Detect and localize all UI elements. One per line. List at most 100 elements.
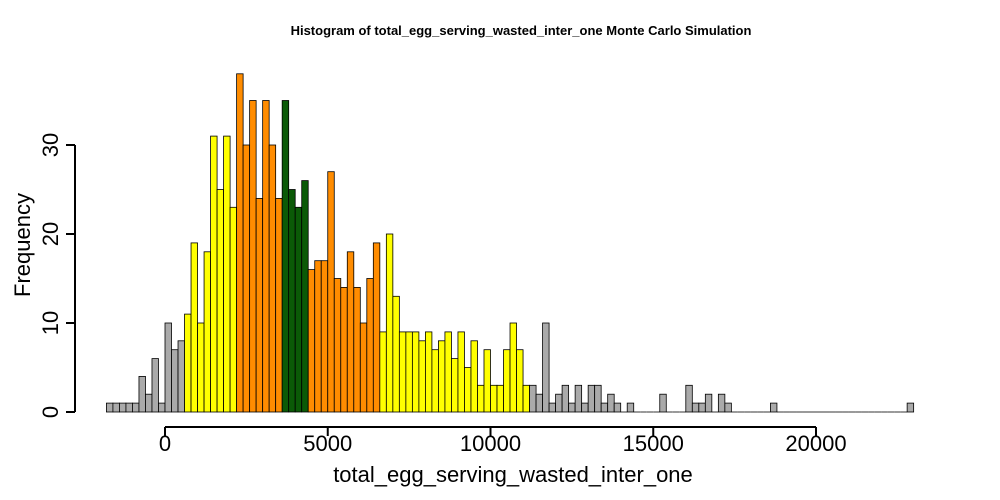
histogram-bar [112, 402, 120, 413]
histogram-bar [268, 144, 277, 413]
histogram-bar [392, 295, 400, 413]
histogram-bar [151, 358, 159, 413]
histogram-bar [451, 358, 459, 413]
histogram-bar [164, 322, 172, 413]
histogram-bar [184, 313, 192, 413]
histogram-bar [229, 206, 238, 413]
histogram-bar [125, 402, 133, 413]
histogram-bar [236, 73, 244, 413]
x-tick-label: 20000 [785, 431, 846, 456]
histogram-bar [542, 322, 550, 413]
histogram-bar [704, 393, 713, 413]
histogram-bar [177, 340, 185, 413]
histogram-bar [203, 251, 211, 413]
y-tick-label: 0 [38, 406, 63, 418]
histogram-bar [262, 100, 270, 413]
histogram-bar [106, 402, 114, 413]
histogram-bar [717, 393, 726, 413]
histogram-bar [372, 242, 381, 413]
x-tick-label: 10000 [460, 431, 521, 456]
histogram-bar [190, 242, 198, 413]
histogram-bar [424, 331, 433, 413]
histogram-bar [242, 144, 251, 413]
histogram-bar [555, 393, 563, 413]
histogram-bar [594, 384, 602, 413]
histogram-bar [275, 197, 283, 413]
histogram-bar [568, 402, 576, 413]
y-axis: 0 10 20 30 [38, 133, 76, 418]
histogram-bar [659, 393, 667, 413]
histogram-bar [438, 340, 446, 413]
histogram-bar [770, 402, 778, 413]
histogram-bar [600, 402, 609, 413]
histogram-bar [281, 100, 290, 413]
histogram-bar [288, 189, 296, 413]
histogram-bar [548, 402, 557, 413]
histogram-bar [509, 322, 517, 413]
histogram-bar [561, 384, 570, 413]
histogram-bar [431, 349, 439, 413]
y-tick-label: 10 [38, 311, 63, 335]
histogram-bar [685, 384, 693, 413]
histogram-bar [255, 197, 264, 413]
histogram-bar [477, 384, 485, 413]
y-tick-label: 30 [38, 133, 63, 157]
histogram-bar [216, 189, 224, 413]
histogram-bar [320, 260, 329, 413]
histogram-bar [698, 402, 706, 413]
x-tick-label: 0 [159, 431, 171, 456]
histogram-bar [366, 278, 374, 413]
histogram-bar [333, 278, 342, 413]
histogram-bar [197, 322, 205, 413]
histogram-bar [119, 402, 127, 413]
histogram-bar [691, 402, 700, 413]
histogram-bar [906, 402, 915, 413]
histogram-bar [496, 384, 504, 413]
x-axis: 0 5000 10000 15000 20000 [159, 426, 847, 456]
histogram-bar [314, 260, 322, 413]
histogram-bar [464, 367, 472, 413]
histogram-bars [106, 73, 915, 413]
histogram-bar [581, 402, 589, 413]
histogram-bar [607, 393, 615, 413]
histogram-bar [724, 402, 732, 413]
histogram-bar [171, 349, 179, 413]
histogram-bar [490, 384, 498, 413]
histogram-bar [411, 331, 420, 413]
histogram-bar [535, 393, 543, 413]
histogram-bar [249, 100, 257, 413]
histogram-bar [529, 384, 537, 413]
histogram-bar [470, 340, 478, 413]
histogram-bar [223, 135, 231, 413]
histogram-bar [587, 384, 596, 413]
histogram-bar [359, 322, 368, 413]
histogram-bar [522, 384, 530, 413]
histogram-bar [398, 331, 407, 413]
histogram-bar [138, 375, 146, 413]
histogram-bar [346, 251, 355, 413]
x-axis-label: total_egg_serving_wasted_inter_one [333, 462, 693, 487]
histogram-bar [503, 349, 511, 413]
chart-title: Histogram of total_egg_serving_wasted_in… [291, 23, 752, 38]
histogram-bar [457, 331, 465, 413]
histogram-bar [294, 206, 303, 413]
histogram-bar [327, 171, 335, 413]
histogram-bar [158, 402, 166, 413]
histogram-bar [353, 286, 361, 413]
x-tick-label: 5000 [303, 431, 352, 456]
histogram-bar [516, 349, 524, 413]
x-tick-label: 15000 [623, 431, 684, 456]
histogram-bar [483, 349, 491, 413]
histogram-bar [132, 402, 140, 413]
histogram-bar [307, 269, 316, 413]
histogram-bar [385, 233, 394, 413]
histogram-bar [574, 384, 583, 413]
histogram-bar [613, 402, 622, 413]
y-tick-label: 20 [38, 222, 63, 246]
histogram-bar [340, 286, 348, 413]
histogram-bar [379, 331, 387, 413]
histogram-bar [418, 340, 426, 413]
histogram-bar [626, 402, 635, 413]
histogram-bar [145, 393, 153, 413]
